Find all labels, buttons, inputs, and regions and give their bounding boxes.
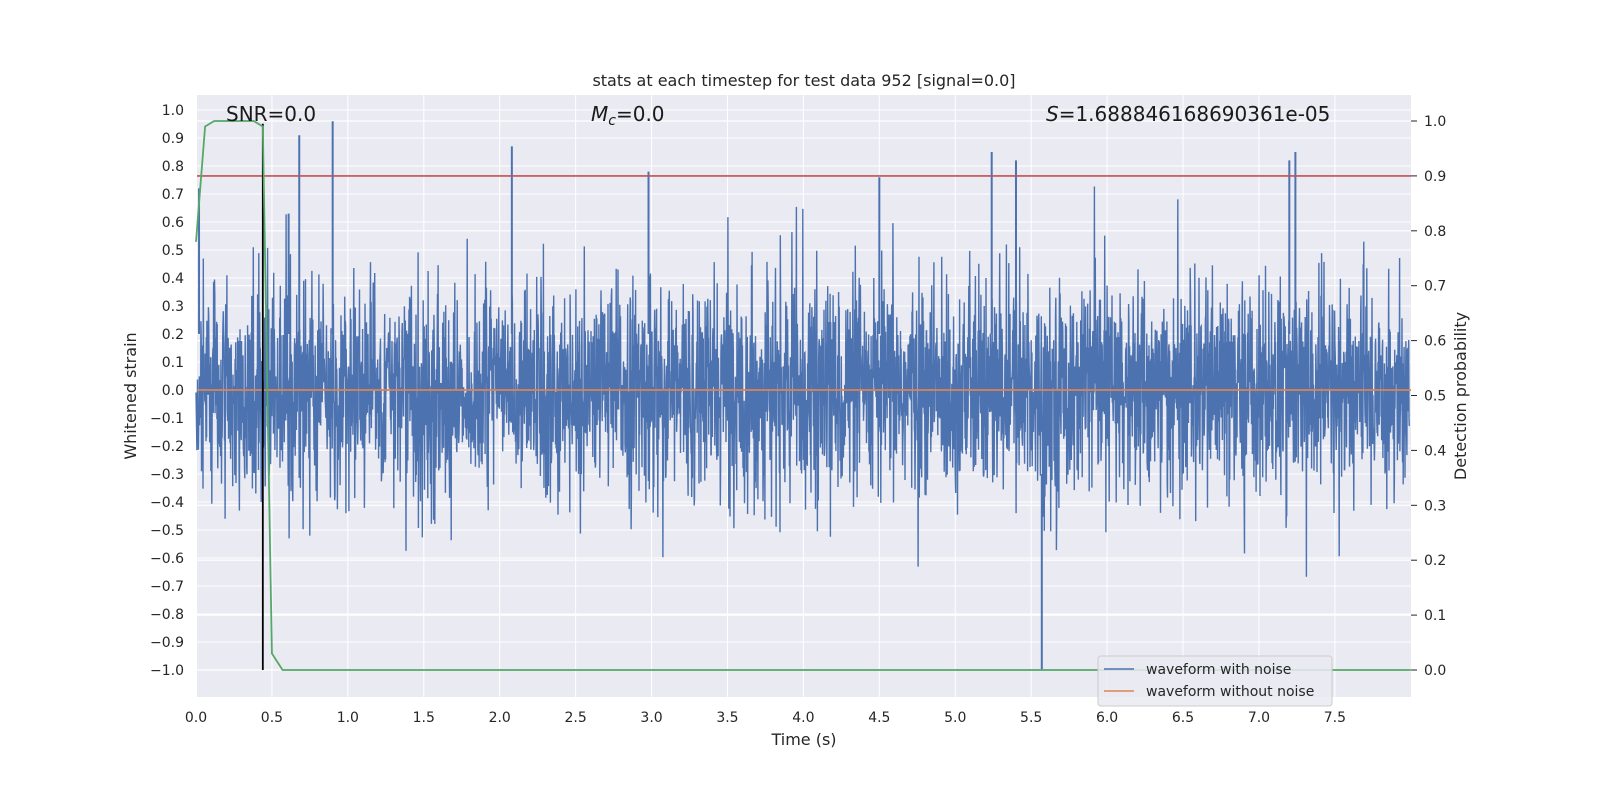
x-tick-label: 0.5	[261, 710, 283, 726]
right-y-tick-label: 0.5	[1424, 389, 1446, 405]
left-y-tick-label: 0.2	[162, 327, 184, 343]
right-y-tick-label: 0.2	[1424, 553, 1446, 569]
left-y-tick-label: −0.2	[150, 439, 184, 455]
x-tick-label: 4.5	[868, 710, 890, 726]
right-y-axis-ticks: 1.0 0.9 0.8 0.7 0.6 0.5 0.4 0.3 0.2 0.1 0.0	[1411, 114, 1446, 679]
right-y-tick-label: 0.0	[1424, 663, 1446, 679]
x-tick-label: 3.0	[640, 710, 662, 726]
x-tick-label: 5.0	[944, 710, 966, 726]
x-tick-label: 2.0	[489, 710, 511, 726]
left-y-tick-label: −1.0	[150, 663, 184, 679]
left-y-axis-ticks: 1.0 0.9 0.8 0.7 0.6 0.5 0.4 0.3 0.2 0.1 0.0 −0.1 −0.…	[150, 103, 184, 679]
left-y-tick-label: −0.8	[150, 607, 184, 623]
right-y-tick-label: 0.4	[1424, 443, 1446, 459]
x-tick-label: 6.0	[1096, 710, 1118, 726]
left-y-tick-label: 0.3	[162, 299, 184, 315]
chirp-mass-subscript: c	[608, 113, 616, 129]
left-y-tick-label: 0.6	[162, 215, 184, 231]
x-tick-label: 0.0	[185, 710, 207, 726]
right-y-tick-label: 0.3	[1424, 498, 1446, 514]
x-tick-label: 3.5	[716, 710, 738, 726]
left-y-tick-label: 0.5	[162, 243, 184, 259]
chirp-mass-symbol: M	[591, 102, 608, 126]
left-y-axis-label: Whitened strain	[121, 332, 140, 459]
left-y-tick-label: 0.1	[162, 355, 184, 371]
left-y-tick-label: −0.6	[150, 551, 184, 567]
left-y-tick-label: −0.1	[150, 411, 184, 427]
legend: waveform with noise waveform without noi…	[1097, 655, 1333, 707]
waveform-with-noise-line	[195, 186, 1410, 577]
x-axis-label: Time (s)	[770, 730, 836, 749]
legend-box	[1097, 655, 1333, 707]
left-y-tick-label: −0.7	[150, 579, 184, 595]
right-y-tick-label: 0.6	[1424, 334, 1446, 350]
right-y-tick-label: 0.8	[1424, 224, 1446, 240]
chart-title: stats at each timestep for test data 952…	[592, 71, 1015, 90]
right-y-tick-label: 0.1	[1424, 608, 1446, 624]
chirp-mass-value: =0.0	[616, 102, 665, 126]
x-tick-label: 6.5	[1172, 710, 1194, 726]
left-y-tick-label: 0.9	[162, 131, 184, 147]
overlay-lines	[195, 120, 1411, 671]
x-tick-label: 2.5	[564, 710, 586, 726]
right-y-tick-label: 0.9	[1424, 169, 1446, 185]
s-value: =1.688846168690361e-05	[1059, 102, 1331, 126]
left-y-tick-label: −0.3	[150, 467, 184, 483]
left-y-tick-label: −0.5	[150, 523, 184, 539]
left-y-tick-label: −0.4	[150, 495, 184, 511]
left-y-tick-label: 0.4	[162, 271, 184, 287]
chirp-mass-annotation: Mc=0.0	[591, 102, 665, 129]
snr-annotation: SNR=0.0	[226, 102, 316, 126]
x-tick-label: 5.5	[1020, 710, 1042, 726]
x-tick-label: 1.0	[337, 710, 359, 726]
detection-probability-line	[195, 120, 1411, 671]
left-y-tick-label: 0.8	[162, 159, 184, 175]
left-y-tick-label: 0.0	[162, 383, 184, 399]
right-y-tick-label: 1.0	[1424, 114, 1446, 130]
s-symbol: S	[1046, 102, 1059, 126]
left-y-tick-label: −0.9	[150, 635, 184, 651]
waveform-with-noise-series	[195, 121, 1410, 670]
left-y-tick-label: 0.7	[162, 187, 184, 203]
left-y-tick-label: 1.0	[162, 103, 184, 119]
legend-label-noise: waveform with noise	[1146, 662, 1291, 678]
right-y-tick-label: 0.7	[1424, 279, 1446, 295]
x-axis-ticks: 0.0 0.5 1.0 1.5 2.0 2.5 3.0 3.5 4.0 4.5 5.0 5.5 6.0 6…	[185, 710, 1346, 726]
x-tick-label: 7.5	[1324, 710, 1346, 726]
s-annotation: S=1.688846168690361e-05	[1046, 102, 1330, 126]
legend-label-no-noise: waveform without noise	[1146, 684, 1314, 700]
x-tick-label: 1.5	[413, 710, 435, 726]
x-tick-label: 7.0	[1248, 710, 1270, 726]
right-y-axis-label: Detection probability	[1451, 312, 1470, 480]
x-tick-label: 4.0	[792, 710, 814, 726]
